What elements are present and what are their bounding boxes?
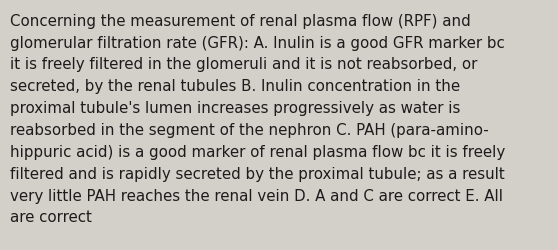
Text: proximal tubule's lumen increases progressively as water is: proximal tubule's lumen increases progre… [10,101,460,116]
Text: very little PAH reaches the renal vein D. A and C are correct E. All: very little PAH reaches the renal vein D… [10,188,503,203]
Text: hippuric acid) is a good marker of renal plasma flow bc it is freely: hippuric acid) is a good marker of renal… [10,144,506,159]
Text: Concerning the measurement of renal plasma flow (RPF) and: Concerning the measurement of renal plas… [10,14,471,29]
Text: glomerular filtration rate (GFR): A. Inulin is a good GFR marker bc: glomerular filtration rate (GFR): A. Inu… [10,36,505,51]
Text: filtered and is rapidly secreted by the proximal tubule; as a result: filtered and is rapidly secreted by the … [10,166,505,181]
Text: secreted, by the renal tubules B. Inulin concentration in the: secreted, by the renal tubules B. Inulin… [10,79,460,94]
Text: are correct: are correct [10,210,92,224]
Text: reabsorbed in the segment of the nephron C. PAH (para-amino-: reabsorbed in the segment of the nephron… [10,122,489,138]
Text: it is freely filtered in the glomeruli and it is not reabsorbed, or: it is freely filtered in the glomeruli a… [10,57,478,72]
